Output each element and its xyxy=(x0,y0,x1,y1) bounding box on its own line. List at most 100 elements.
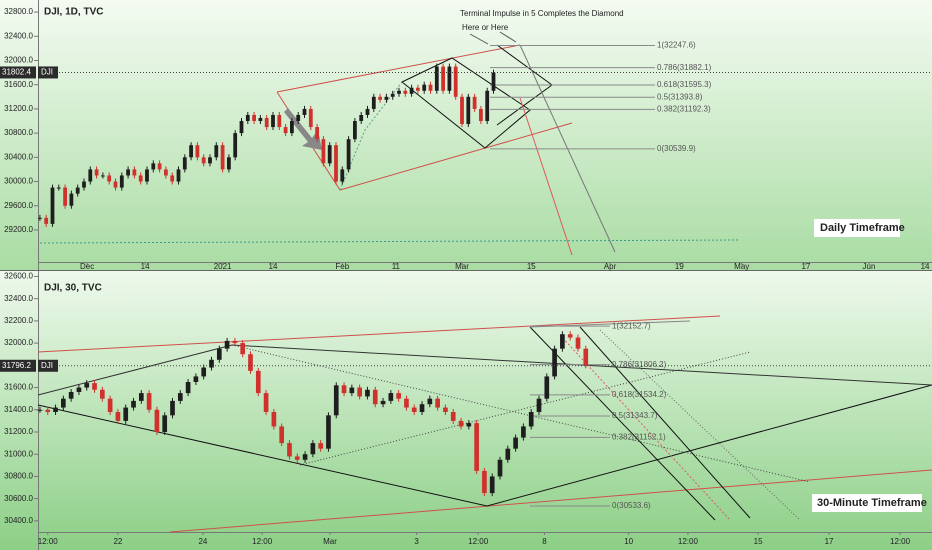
y-tick-label: 32400.0 xyxy=(4,31,33,40)
candle-body xyxy=(76,387,82,392)
candle-body xyxy=(193,376,199,382)
y-tick-label: 32000.0 xyxy=(4,56,33,65)
candle-body xyxy=(283,127,288,134)
candle-body xyxy=(53,407,58,412)
candle-body xyxy=(302,108,307,115)
candle-body xyxy=(435,398,440,408)
candle-body xyxy=(75,187,80,194)
candle-body xyxy=(341,385,347,394)
fib-label: 0.5(31393.8) xyxy=(657,92,703,101)
x-tick-label: 2021 xyxy=(214,262,232,271)
candle-body xyxy=(349,387,355,394)
candle-body xyxy=(99,389,105,399)
x-tick-label: 12:00 xyxy=(890,537,911,546)
symbol-box xyxy=(38,359,58,372)
candle-body xyxy=(489,476,495,494)
candle-body xyxy=(371,96,376,109)
fib-label: 0.786(31882.1) xyxy=(657,63,712,72)
x-tick-label: 14 xyxy=(921,262,930,271)
y-tick-label: 32200.0 xyxy=(4,316,33,325)
candle-body xyxy=(170,400,175,416)
candle-body xyxy=(296,114,301,122)
candle-body xyxy=(61,398,66,408)
candle-body xyxy=(145,169,149,182)
candle-body xyxy=(271,114,275,128)
candle-body xyxy=(434,66,439,91)
fib-label: 0.618(31595.3) xyxy=(657,80,712,89)
candle-body xyxy=(107,398,113,412)
annotation: Here or Here xyxy=(462,23,509,32)
candle-body xyxy=(240,343,246,355)
candle-body xyxy=(162,415,168,432)
candle-body xyxy=(365,389,370,397)
candle-body xyxy=(528,412,534,427)
panel-background xyxy=(0,0,932,270)
candle-body xyxy=(138,175,143,182)
x-tick-label: Feb xyxy=(335,262,349,271)
trendline xyxy=(519,97,573,256)
candle-body xyxy=(466,423,472,427)
candle-body xyxy=(409,87,414,94)
x-tick-label: Mar xyxy=(323,537,337,546)
y-tick-label: 31200.0 xyxy=(4,427,33,436)
pointer xyxy=(469,33,489,45)
diamond xyxy=(401,57,531,149)
y-tick-label: 31200.0 xyxy=(4,104,33,113)
candle-body xyxy=(479,108,483,122)
candle-body xyxy=(132,169,137,176)
last-price-box xyxy=(0,359,36,372)
candle-body xyxy=(201,157,206,164)
fib-label: 1(32247.6) xyxy=(657,41,696,50)
candle-body xyxy=(560,334,565,349)
candle-body xyxy=(209,359,214,368)
candle-body xyxy=(101,175,105,177)
candle-body xyxy=(126,169,130,176)
fib-label: 0.618(31534.2) xyxy=(612,390,667,399)
candle-body xyxy=(92,383,97,390)
candle-body xyxy=(201,367,207,377)
candle-body xyxy=(357,387,362,397)
candle-body xyxy=(44,217,49,224)
candle-body xyxy=(497,459,503,477)
candle-body xyxy=(521,426,526,438)
candle-body xyxy=(513,437,518,449)
label-box xyxy=(812,494,922,512)
candle-body xyxy=(232,340,238,344)
panel-title: DJI, 30, TVC xyxy=(44,283,102,294)
candle-body xyxy=(575,337,581,349)
y-tick-label: 30800.0 xyxy=(4,128,33,137)
candle-body xyxy=(359,114,364,122)
candle-body xyxy=(447,66,452,91)
x-tick-label: Jun xyxy=(863,262,876,271)
x-tick-label: 3 xyxy=(414,537,419,546)
candle-body xyxy=(84,383,90,388)
y-tick-label: 30600.0 xyxy=(4,494,33,503)
x-tick-label: 12:00 xyxy=(678,537,699,546)
candle-body xyxy=(353,121,357,140)
x-tick-label: 15 xyxy=(754,537,763,546)
candle-body xyxy=(453,66,458,97)
candle-body xyxy=(255,370,261,394)
candle-body xyxy=(315,127,319,140)
candle-body xyxy=(372,389,378,405)
y-tick-label: 30000.0 xyxy=(4,177,33,186)
candle-body xyxy=(411,407,417,412)
drawings-30min xyxy=(37,315,932,533)
candle-body xyxy=(474,423,479,471)
x-tick-label: 17 xyxy=(825,537,834,546)
y-tick-label: 30800.0 xyxy=(4,472,33,481)
candle-body xyxy=(552,348,557,377)
candle-body xyxy=(443,407,448,412)
candle-body xyxy=(302,454,308,460)
candle-body xyxy=(216,348,222,360)
y-tick-label: 29200.0 xyxy=(4,225,33,234)
candle-body xyxy=(176,169,181,182)
candle-body xyxy=(422,84,427,91)
candle-body xyxy=(214,145,219,158)
candle-body xyxy=(472,96,477,109)
last-price-label: 31802.4 xyxy=(2,68,31,77)
x-tick-label: 12:00 xyxy=(38,537,59,546)
candle-body xyxy=(157,163,162,170)
candle-body xyxy=(326,415,331,449)
x-tick-label: 24 xyxy=(198,537,207,546)
